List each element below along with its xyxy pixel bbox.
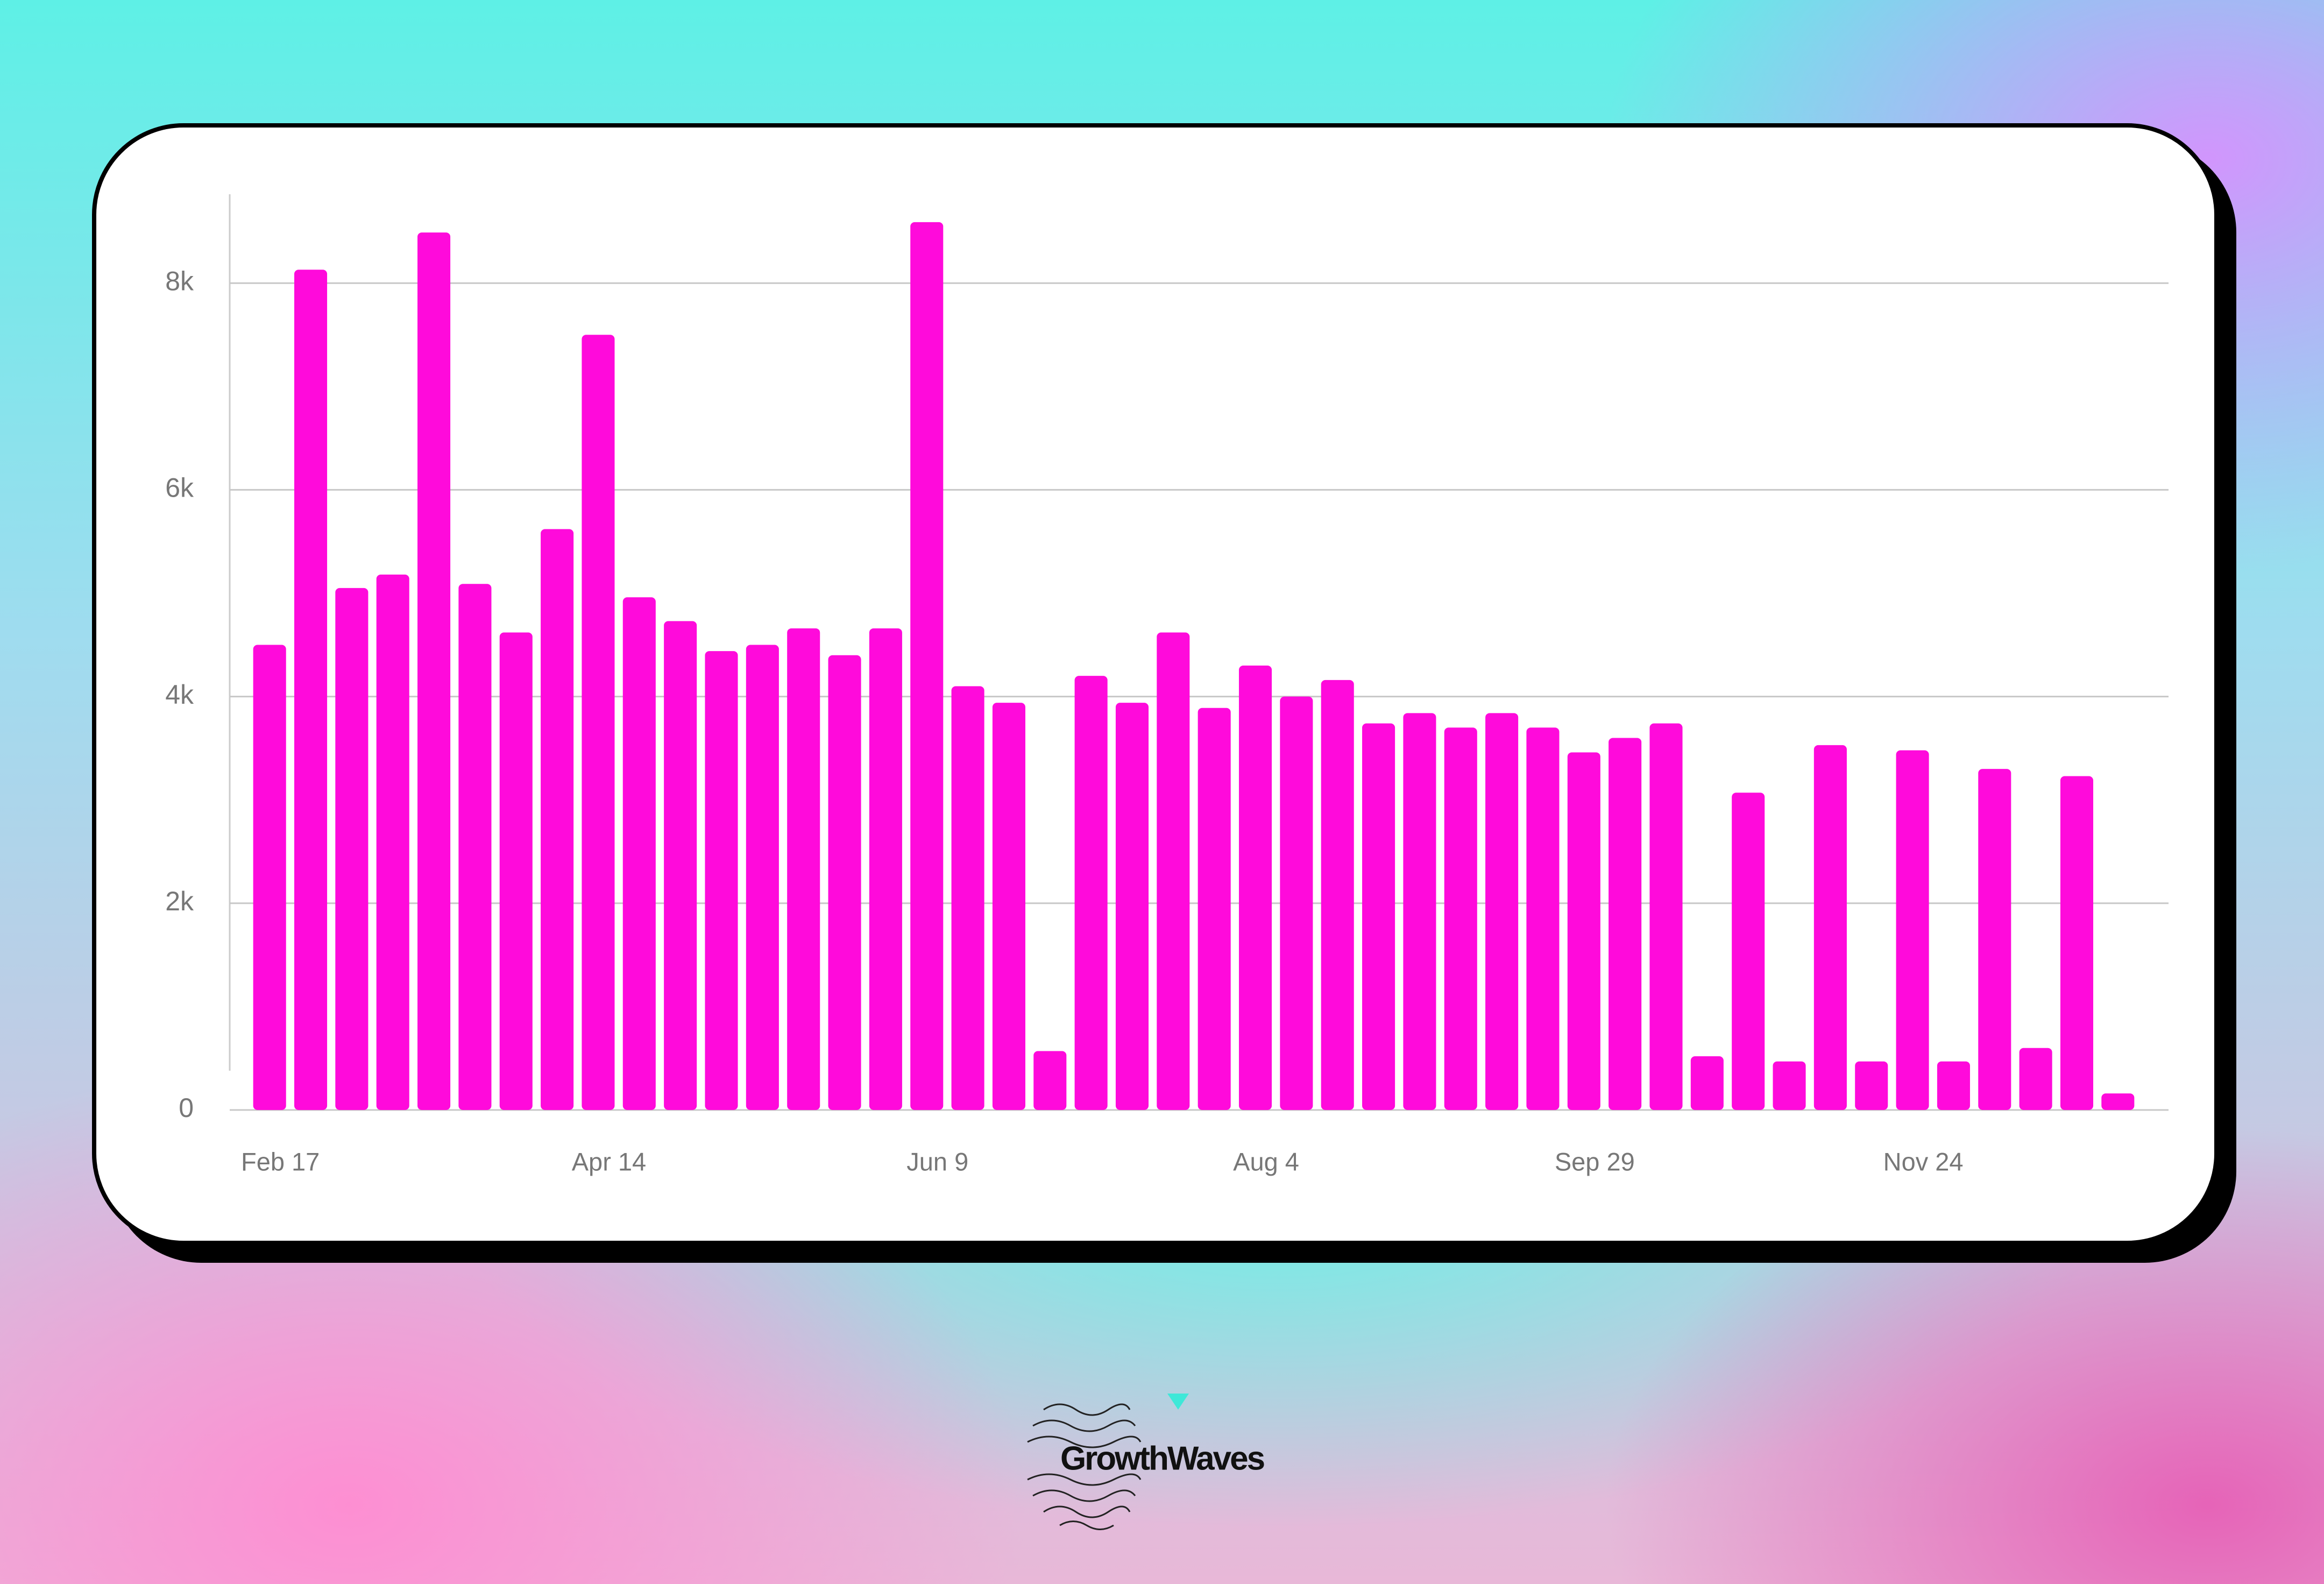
bar [828, 655, 861, 1110]
bar [1896, 750, 1929, 1110]
y-tick-label: 4k [165, 680, 194, 710]
bar [951, 686, 984, 1110]
bar [910, 222, 944, 1110]
bar [1526, 727, 1560, 1110]
bar [869, 628, 902, 1110]
bar [1732, 793, 1765, 1110]
bar [992, 703, 1025, 1110]
bar [458, 584, 492, 1110]
bar [1567, 752, 1600, 1110]
bar [1321, 680, 1354, 1110]
y-tick-label: 8k [165, 266, 194, 296]
bar [294, 270, 328, 1110]
bar [335, 588, 369, 1110]
bar [1362, 723, 1395, 1110]
logo-text: GrowthWaves [1060, 1440, 1264, 1477]
y-tick-label: 6k [165, 473, 194, 503]
x-tick-label: Nov 24 [1883, 1147, 1964, 1176]
x-tick-label: Jun 9 [906, 1147, 968, 1176]
bar [1238, 665, 1272, 1110]
bar [622, 597, 656, 1110]
x-tick-label: Feb 17 [241, 1147, 320, 1176]
x-tick-label: Apr 14 [572, 1147, 646, 1176]
bar [1074, 676, 1108, 1110]
bar [1609, 738, 1642, 1110]
bar [1773, 1061, 1806, 1110]
bar [1978, 769, 2011, 1110]
bar [746, 645, 779, 1110]
bar [705, 651, 738, 1110]
bar [1280, 696, 1313, 1110]
bar [2101, 1093, 2135, 1110]
bar [1157, 632, 1190, 1110]
logo-triangle [1167, 1394, 1189, 1410]
bar [1033, 1051, 1067, 1110]
bar [1937, 1061, 1970, 1110]
bar [541, 529, 574, 1110]
y-tick-label: 2k [165, 886, 194, 916]
bar [1115, 703, 1149, 1110]
bar [1198, 708, 1231, 1110]
bar [664, 621, 697, 1110]
bar [1403, 713, 1436, 1110]
bar [2019, 1048, 2052, 1110]
bar [582, 335, 615, 1110]
bar [787, 628, 820, 1110]
logo-waves [1027, 1403, 1142, 1530]
bar [417, 232, 451, 1110]
bar [1444, 727, 1477, 1110]
bar [1855, 1061, 1888, 1110]
bar [1485, 713, 1519, 1110]
logo: GrowthWaves [1027, 1394, 1266, 1530]
bar [1813, 745, 1847, 1110]
x-tick-label: Aug 4 [1233, 1147, 1299, 1176]
bar [376, 574, 409, 1110]
y-tick-label: 0 [179, 1093, 194, 1123]
bar [1649, 723, 1683, 1110]
bar [1690, 1056, 1724, 1110]
bar [253, 645, 286, 1110]
bar [2060, 776, 2094, 1110]
x-tick-label: Sep 29 [1555, 1147, 1635, 1176]
bar [499, 632, 533, 1110]
